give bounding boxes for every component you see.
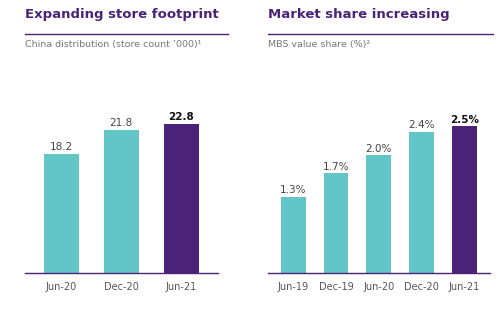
Bar: [281, 196, 305, 273]
Text: 22.8: 22.8: [168, 112, 194, 122]
Bar: [324, 173, 348, 273]
Text: Market share increasing: Market share increasing: [268, 8, 449, 21]
Bar: [164, 123, 199, 273]
Text: 21.8: 21.8: [110, 119, 133, 129]
Text: 2.0%: 2.0%: [366, 144, 392, 154]
Text: Expanding store footprint: Expanding store footprint: [25, 8, 219, 21]
Text: 18.2: 18.2: [50, 142, 72, 152]
Bar: [366, 155, 391, 273]
Text: 2.4%: 2.4%: [408, 120, 435, 130]
Bar: [44, 154, 78, 273]
Text: 2.5%: 2.5%: [450, 115, 479, 125]
Text: 1.7%: 1.7%: [322, 162, 349, 172]
Text: China distribution (store count ’000)¹: China distribution (store count ’000)¹: [25, 40, 202, 49]
Bar: [104, 130, 138, 273]
Bar: [452, 126, 476, 273]
Text: 1.3%: 1.3%: [280, 185, 306, 195]
Text: MBS value share (%)²: MBS value share (%)²: [268, 40, 370, 49]
Bar: [409, 132, 434, 273]
